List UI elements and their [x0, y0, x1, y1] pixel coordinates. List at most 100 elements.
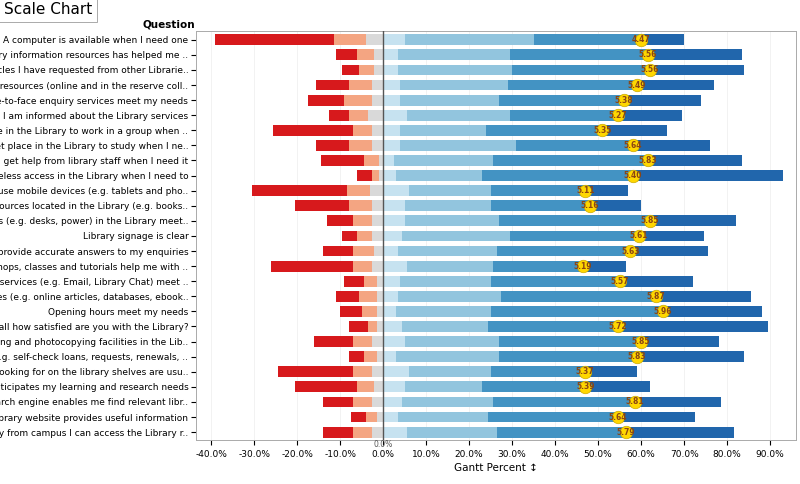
Bar — [383, 321, 402, 332]
Bar — [486, 125, 602, 136]
Bar — [398, 245, 497, 257]
Bar — [489, 321, 618, 332]
Text: 5.49: 5.49 — [628, 80, 646, 90]
Bar — [314, 336, 353, 347]
Text: 5.72: 5.72 — [608, 322, 627, 331]
Bar — [383, 336, 405, 347]
Bar — [327, 215, 353, 227]
Text: 5.56: 5.56 — [638, 50, 657, 60]
Text: 5.35: 5.35 — [594, 126, 612, 135]
Bar — [383, 49, 398, 60]
Bar — [402, 396, 493, 408]
Bar — [383, 200, 405, 211]
Bar — [372, 366, 383, 377]
Text: 5.79: 5.79 — [617, 428, 635, 437]
Bar — [637, 79, 714, 91]
Bar — [497, 245, 630, 257]
Bar — [349, 79, 372, 91]
Bar — [368, 321, 377, 332]
Bar — [383, 291, 398, 302]
Bar — [400, 276, 490, 287]
Bar — [377, 411, 383, 423]
Bar — [510, 49, 648, 60]
Bar — [630, 245, 708, 257]
Bar — [590, 200, 641, 211]
Bar — [398, 411, 489, 423]
Bar — [323, 396, 353, 408]
Bar — [364, 351, 377, 362]
Bar — [499, 215, 650, 227]
Bar — [633, 170, 783, 181]
Bar — [639, 230, 703, 242]
Bar — [586, 381, 650, 393]
Bar — [323, 245, 353, 257]
Bar — [372, 427, 383, 438]
Bar — [493, 396, 634, 408]
Bar — [499, 95, 624, 106]
Text: 5.83: 5.83 — [627, 352, 646, 361]
Bar — [398, 64, 512, 76]
Bar — [534, 34, 641, 45]
Bar — [406, 427, 497, 438]
Bar — [374, 64, 383, 76]
Text: 5.19: 5.19 — [574, 262, 592, 271]
Bar — [334, 34, 366, 45]
Bar — [271, 261, 353, 272]
Text: 5.81: 5.81 — [626, 397, 644, 407]
Bar — [317, 140, 349, 151]
Bar — [634, 396, 721, 408]
Bar — [400, 140, 517, 151]
Bar — [626, 427, 734, 438]
Bar — [372, 396, 383, 408]
Bar — [405, 215, 499, 227]
Text: Question: Question — [142, 19, 195, 30]
Bar — [274, 125, 353, 136]
Bar — [383, 185, 409, 196]
Bar — [336, 49, 358, 60]
Bar — [383, 79, 400, 91]
Bar — [400, 95, 499, 106]
Bar — [372, 140, 383, 151]
Bar — [340, 306, 362, 317]
Bar — [353, 245, 374, 257]
Bar — [372, 336, 383, 347]
Bar — [364, 155, 378, 166]
Text: 5.11: 5.11 — [576, 186, 594, 195]
Bar — [510, 110, 618, 121]
Bar — [620, 276, 693, 287]
Bar — [383, 427, 406, 438]
Bar — [383, 140, 400, 151]
Bar — [342, 230, 358, 242]
Bar — [383, 366, 409, 377]
Bar — [650, 215, 736, 227]
Bar — [368, 110, 383, 121]
Bar — [499, 336, 641, 347]
Bar — [308, 95, 344, 106]
Bar — [377, 306, 383, 317]
Bar — [353, 366, 372, 377]
Bar — [396, 351, 499, 362]
Bar — [641, 34, 684, 45]
Bar — [344, 276, 364, 287]
Bar — [377, 321, 383, 332]
Bar — [383, 110, 406, 121]
Bar — [383, 155, 394, 166]
Bar — [383, 396, 402, 408]
Bar — [349, 200, 372, 211]
Bar — [400, 79, 508, 91]
Bar — [330, 110, 349, 121]
Text: 5.87: 5.87 — [647, 292, 666, 301]
Bar — [624, 95, 702, 106]
Bar — [502, 291, 656, 302]
Text: 5.64: 5.64 — [608, 412, 626, 422]
Text: 5.57: 5.57 — [610, 277, 629, 286]
Text: 5.85: 5.85 — [641, 216, 659, 226]
Bar — [364, 276, 377, 287]
Bar — [317, 79, 349, 91]
Bar — [295, 200, 349, 211]
Text: 5.37: 5.37 — [576, 367, 594, 376]
Bar — [517, 140, 633, 151]
Bar — [383, 411, 398, 423]
Bar — [252, 185, 346, 196]
Bar — [358, 49, 374, 60]
